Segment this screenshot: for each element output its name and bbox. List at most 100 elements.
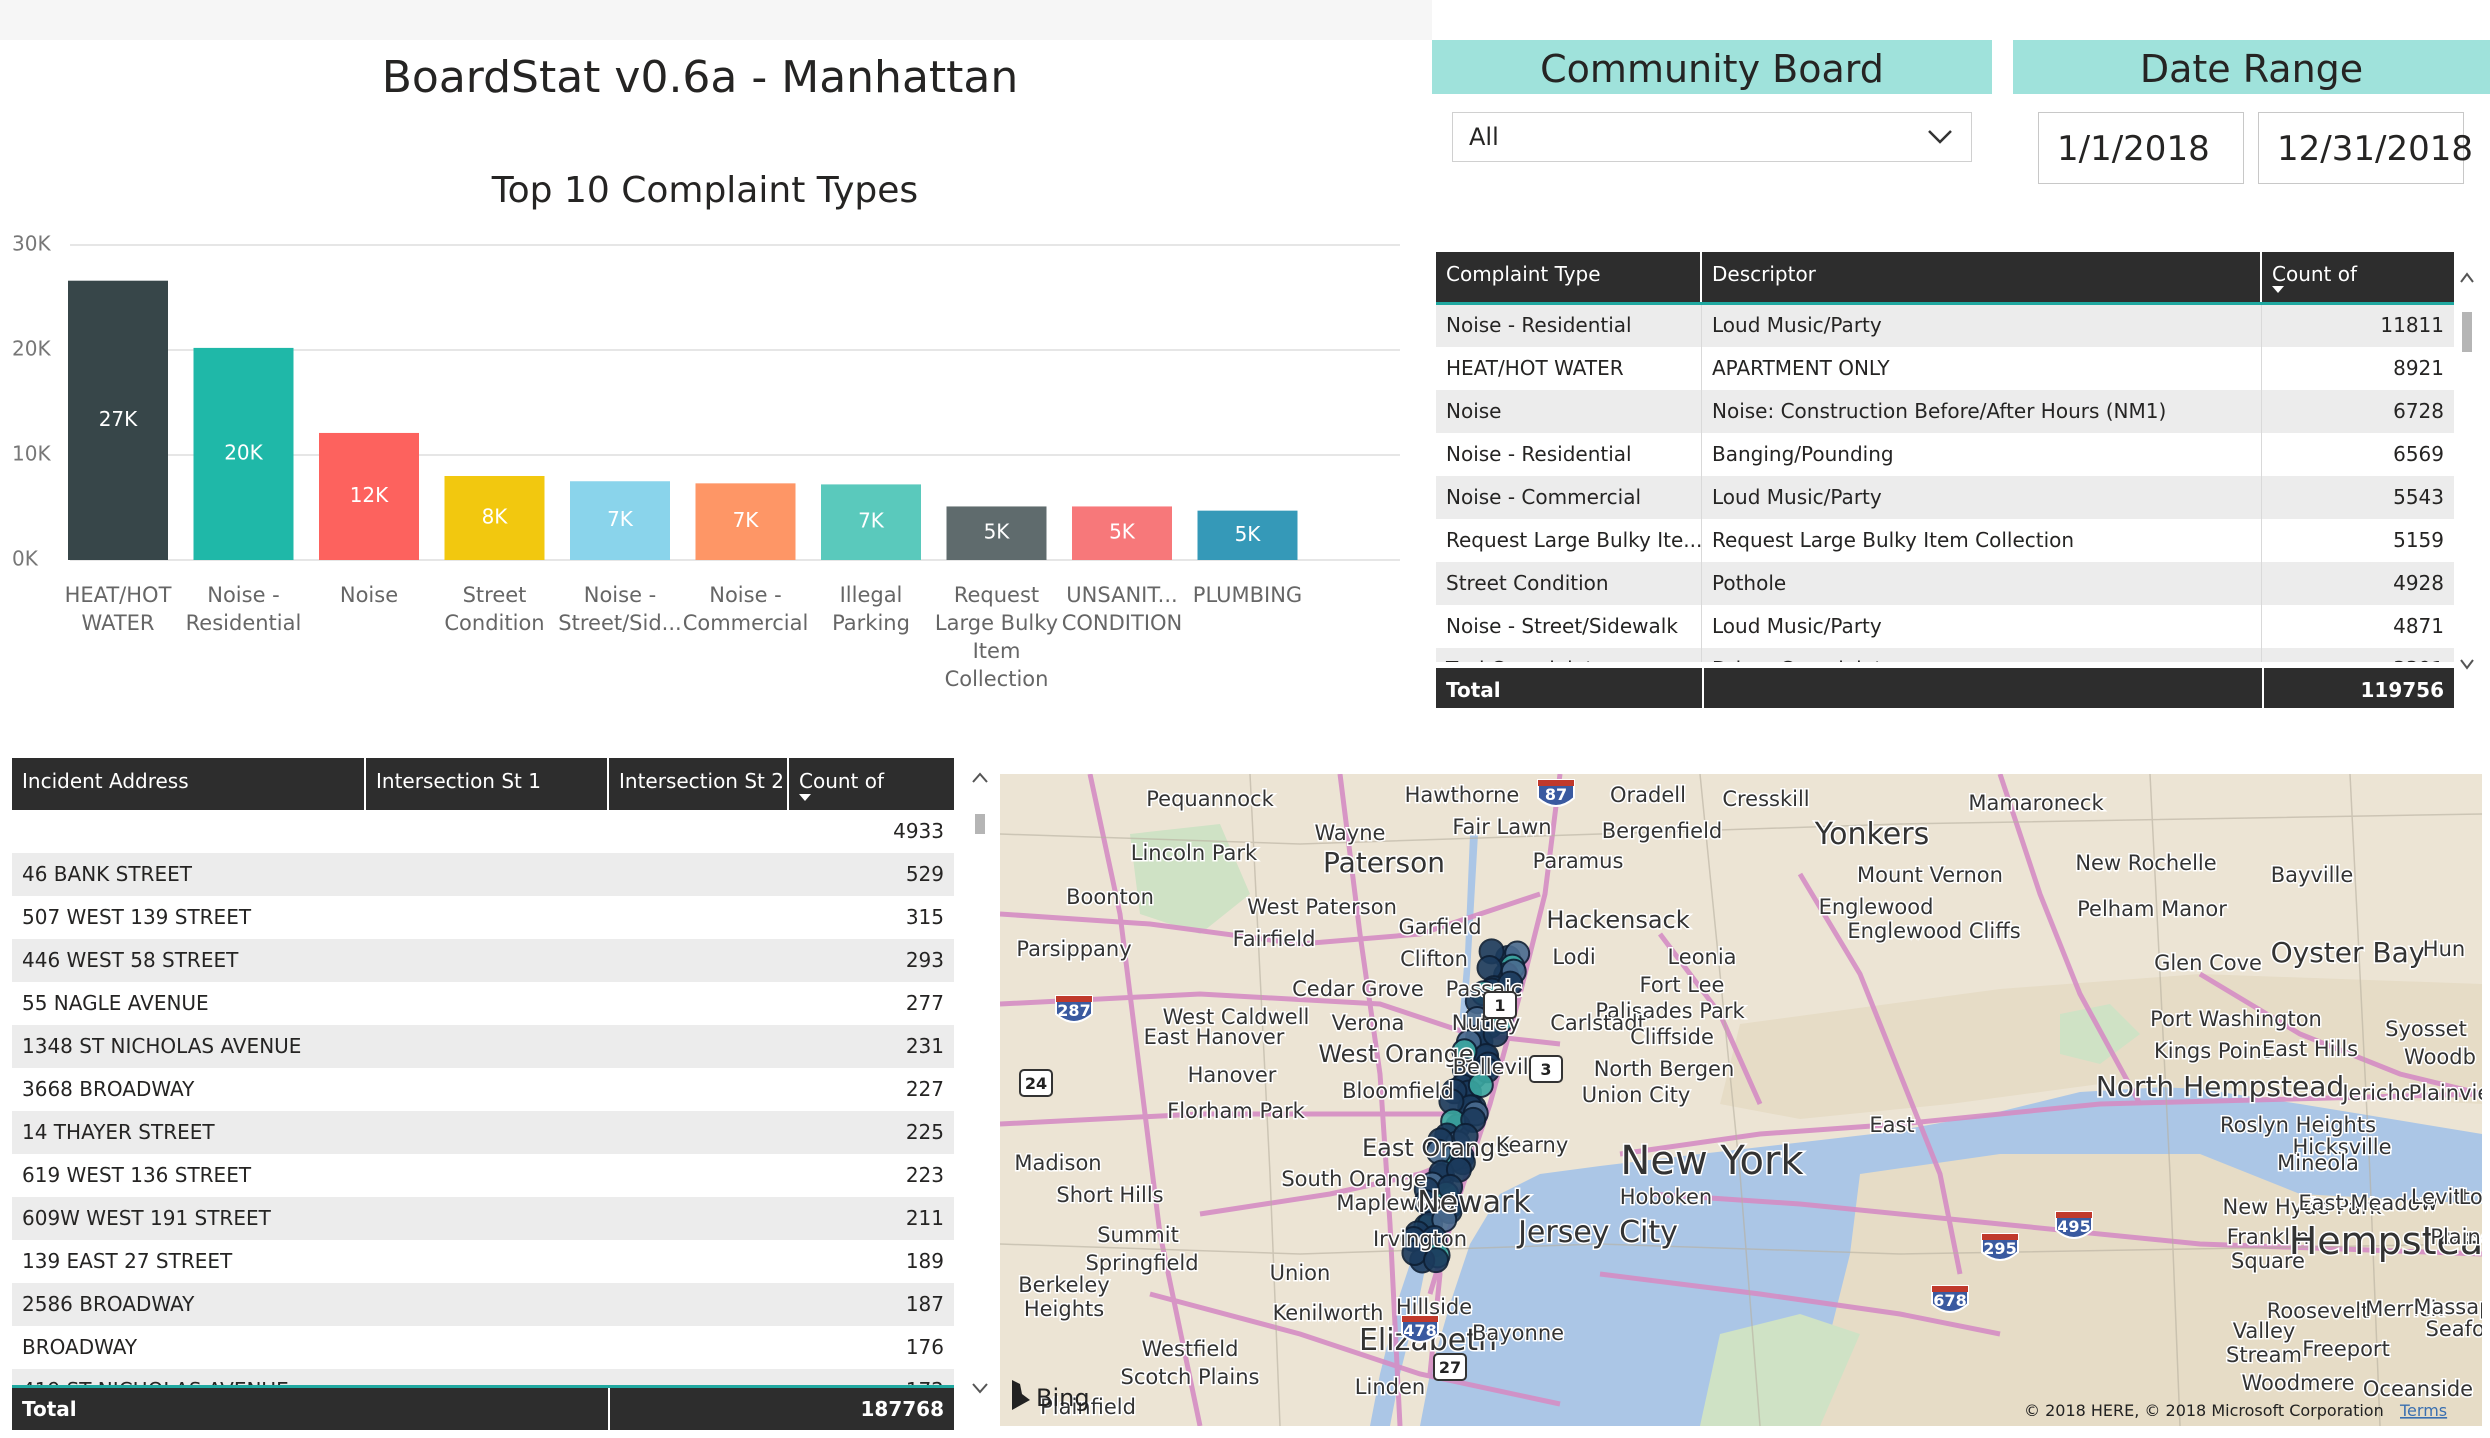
map-place-label: Stream <box>2226 1343 2302 1367</box>
table-row[interactable]: 14 THAYER STREET 225 <box>12 1111 954 1154</box>
table-row[interactable]: Street Condition Pothole 4928 <box>1436 562 2454 605</box>
table-row[interactable]: 1348 ST NICHOLAS AVENUE 231 <box>12 1025 954 1068</box>
column-header-descriptor[interactable]: Descriptor <box>1702 252 2262 304</box>
bar[interactable] <box>946 506 1047 560</box>
table-row[interactable]: 609W WEST 191 STREET 211 <box>12 1197 954 1240</box>
address-table: Incident Address Intersection St 1 Inter… <box>12 758 954 1388</box>
table-row[interactable]: 2586 BROADWAY 187 <box>12 1283 954 1326</box>
x-tick-label: Collection <box>945 667 1049 691</box>
map-place-label: Massapeq <box>2413 1295 2482 1319</box>
count-cell: 176 <box>905 1335 944 1359</box>
map-place-label: New York <box>1620 1138 1804 1184</box>
map-view[interactable]: Pequannock Hawthorne Oradell Cresskill Mamar… <box>1000 774 2482 1426</box>
bar[interactable] <box>1072 506 1172 560</box>
table-row[interactable]: 55 NAGLE AVENUE 277 <box>12 982 954 1025</box>
table-row[interactable]: 507 WEST 139 STREET 315 <box>12 896 954 939</box>
table-cell: HEAT/HOT WATER <box>1436 347 1702 390</box>
table-row[interactable]: 139 EAST 27 STREET 189 <box>12 1240 954 1283</box>
request-dot <box>1482 1021 1509 1048</box>
bar[interactable] <box>444 476 545 560</box>
bar-data-label: 12K <box>350 483 389 507</box>
column-header-complaint-type[interactable]: Complaint Type <box>1436 252 1702 304</box>
map-place-label: Kearny <box>1496 1133 1569 1157</box>
map-place-label: Kings Point <box>2154 1039 2270 1063</box>
map-terms-link[interactable]: Terms <box>2399 1401 2447 1420</box>
column-header-count[interactable]: Count of Requests <box>2262 252 2454 330</box>
incident-address-cell: 609W WEST 191 STREET <box>22 1206 271 1230</box>
scroll-thumb <box>975 814 985 834</box>
svg-text:3: 3 <box>1540 1060 1551 1079</box>
address-table-scrollbar[interactable] <box>968 758 992 1408</box>
map-canvas[interactable]: Pequannock Hawthorne Oradell Cresskill Mamar… <box>1000 774 2482 1426</box>
count-cell: 4933 <box>893 819 944 843</box>
date-start-input[interactable]: 1/1/2018 <box>2038 112 2244 184</box>
bar[interactable] <box>193 347 294 560</box>
table-row[interactable]: 46 BANK STREET 529 <box>12 853 954 896</box>
complaint-total-value: 119756 <box>2360 678 2445 702</box>
complaint-table-total-row: Total 119756 <box>1436 668 2454 708</box>
address-table-body: 4933 46 BANK STREET 529 507 WEST 139 STREET… <box>12 810 954 1388</box>
table-row[interactable]: 419 ST NICHOLAS AVENUE 172 <box>12 1369 954 1388</box>
table-cell: Noise - Residential <box>1436 304 1702 347</box>
table-row[interactable]: 4933 <box>12 810 954 853</box>
table-row[interactable]: 3668 BROADWAY 227 <box>12 1068 954 1111</box>
chevron-down-icon[interactable] <box>1923 119 1957 153</box>
table-row[interactable]: Noise - Residential Loud Music/Party 11811 <box>1436 304 2454 347</box>
table-row[interactable]: 446 WEST 58 STREET 293 <box>12 939 954 982</box>
table-cell: Pothole <box>1702 562 2262 605</box>
table-row[interactable]: 619 WEST 136 STREET 223 <box>12 1154 954 1197</box>
map-place-label: Square <box>2231 1249 2305 1273</box>
y-tick-label: 10K <box>12 442 51 466</box>
map-place-label: Mamaroneck <box>1968 791 2104 815</box>
map-place-label: Palisades Park <box>1595 999 1745 1023</box>
x-tick-label: Illegal <box>840 583 903 607</box>
bar[interactable] <box>695 483 796 560</box>
date-end-input[interactable]: 12/31/2018 <box>2258 112 2473 184</box>
map-place-label: Fair Lawn <box>1452 815 1551 839</box>
map-place-label: Plaine <box>2430 1225 2482 1249</box>
x-tick-label: CONDITION <box>1062 611 1183 635</box>
svg-text:87: 87 <box>1545 785 1567 804</box>
bar[interactable] <box>570 481 670 560</box>
map-place-label: Cedar Grove <box>1292 977 1424 1001</box>
community-board-dropdown[interactable]: All <box>1452 112 1972 162</box>
map-place-label: Scotch Plains <box>1121 1365 1260 1389</box>
bar[interactable] <box>319 432 419 560</box>
map-place-label: Maplewood <box>1336 1191 1455 1215</box>
map-place-label: Carlstadt <box>1550 1011 1646 1035</box>
table-row[interactable]: HEAT/HOT WATER APARTMENT ONLY 8921 <box>1436 347 2454 390</box>
table-row[interactable]: Noise Noise: Construction Before/After Ho… <box>1436 390 2454 433</box>
table-row[interactable]: Noise - Residential Banging/Pounding 6569 <box>1436 433 2454 476</box>
table-row[interactable]: Noise - Street/Sidewalk Loud Music/Party 4… <box>1436 605 2454 648</box>
highway-shield-icon: 495 <box>2055 1211 2093 1239</box>
scroll-up-icon <box>2460 272 2474 283</box>
map-place-label: Freeport <box>2302 1337 2390 1361</box>
bar[interactable] <box>1197 510 1298 560</box>
table-row[interactable]: Noise - Commercial Loud Music/Party 5543 <box>1436 476 2454 519</box>
column-header-count-requests[interactable]: Count of Requ... <box>789 758 954 839</box>
x-tick-label: Residential <box>186 611 302 635</box>
table-cell: Taxi Complaint <box>1436 648 1702 662</box>
bar[interactable] <box>68 280 168 560</box>
column-header-intersection-2[interactable]: Intersection St 2 <box>609 758 789 810</box>
complaint-bar-chart[interactable]: 0K 10K 20K 30K 27K HEAT/HOT WATER 20K Noise - Res… <box>0 220 1420 720</box>
table-cell: 4928 <box>2393 571 2444 595</box>
map-place-label: Berkeley <box>1018 1273 1109 1297</box>
complaint-table-scrollbar[interactable] <box>2456 252 2478 682</box>
highway-shield-icon: 24 <box>1019 1069 1053 1097</box>
table-cell: APARTMENT ONLY <box>1702 347 2262 390</box>
bar[interactable] <box>821 484 921 560</box>
table-row[interactable]: Taxi ComplaintDriver Complaint3391 <box>1436 648 2454 662</box>
sort-descending-icon <box>799 794 811 801</box>
map-place-label: Plainview <box>2409 1081 2482 1105</box>
table-row[interactable]: Request Large Bulky Ite... Request Large … <box>1436 519 2454 562</box>
complaint-table: Complaint Type Descriptor Count of Reque… <box>1436 252 2454 662</box>
address-table-total-row: Total 187768 <box>12 1388 954 1430</box>
table-row[interactable]: BROADWAY 176 <box>12 1326 954 1369</box>
map-place-label: West Orange <box>1318 1040 1473 1068</box>
map-place-label: Hackensack <box>1546 906 1689 934</box>
map-place-label: East Meadow <box>2298 1191 2437 1215</box>
svg-text:478: 478 <box>1403 1321 1436 1340</box>
column-header-intersection-1[interactable]: Intersection St 1 <box>366 758 609 810</box>
column-header-incident-address[interactable]: Incident Address <box>12 758 366 810</box>
